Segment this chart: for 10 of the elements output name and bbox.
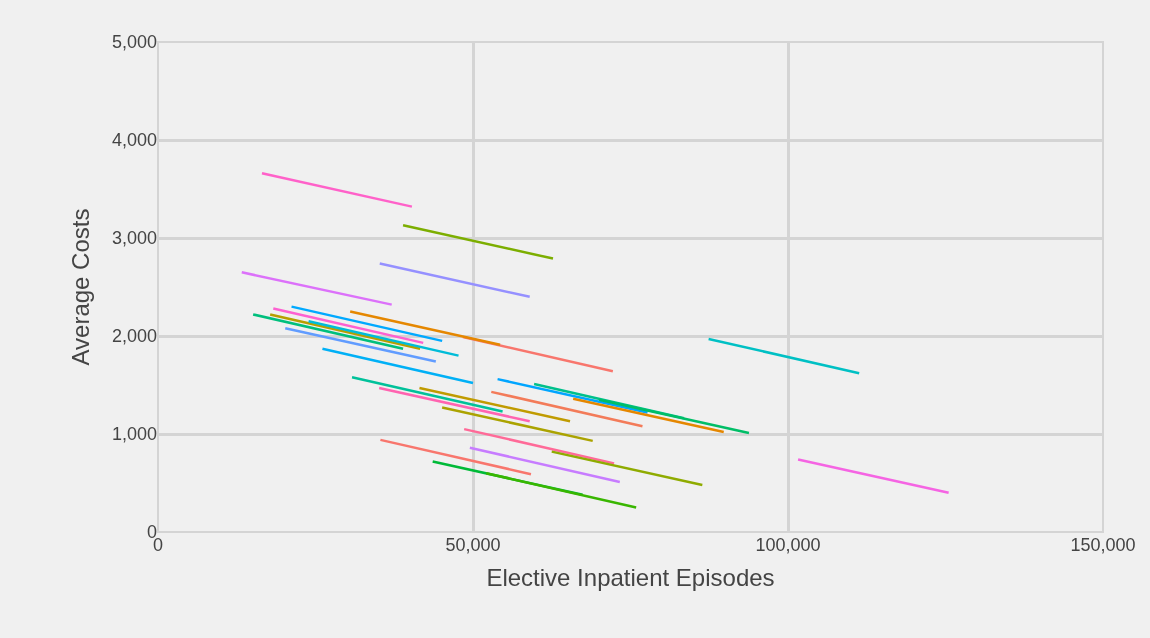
y-tick-label: 3,000: [111, 228, 157, 249]
y-tick-label: 2,000: [111, 326, 157, 347]
y-tick-label: 5,000: [111, 32, 157, 53]
x-tick-label: 150,000: [1070, 535, 1136, 555]
y-axis-title: Average Costs: [67, 208, 95, 366]
x-tick-label: 50,000: [445, 535, 501, 555]
y-tick-label: 1,000: [111, 424, 157, 445]
x-axis-title: Elective Inpatient Episodes: [486, 564, 775, 592]
y-tick-label: 4,000: [111, 130, 157, 151]
x-tick-label: 100,000: [755, 535, 821, 555]
